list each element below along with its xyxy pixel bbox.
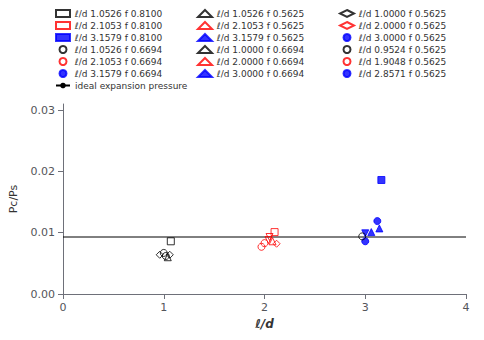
- svg-text:ℓ/d 1.0000 f 0.5625: ℓ/d 1.0000 f 0.5625: [358, 9, 446, 19]
- svg-text:0.02: 0.02: [31, 165, 56, 178]
- svg-text:ℓ/d 1.0526 f 0.6694: ℓ/d 1.0526 f 0.6694: [74, 45, 162, 55]
- svg-text:ℓ/d 3.1579 f 0.6694: ℓ/d 3.1579 f 0.6694: [74, 69, 162, 79]
- svg-text:ℓ/d 3.1579 f 0.5625: ℓ/d 3.1579 f 0.5625: [216, 33, 304, 43]
- svg-text:ℓ/d 2.1053 f 0.8100: ℓ/d 2.1053 f 0.8100: [74, 21, 162, 31]
- svg-text:ℓ/d: ℓ/d: [254, 317, 274, 331]
- svg-text:3: 3: [362, 301, 369, 314]
- svg-text:ℓ/d 2.0000 f 0.5625: ℓ/d 2.0000 f 0.5625: [358, 21, 446, 31]
- svg-text:1: 1: [160, 301, 167, 314]
- svg-text:ℓ/d 0.9524 f 0.5625: ℓ/d 0.9524 f 0.5625: [358, 45, 446, 55]
- svg-text:ℓ/d 2.0000 f 0.6694: ℓ/d 2.0000 f 0.6694: [216, 57, 304, 67]
- svg-text:0.00: 0.00: [31, 288, 56, 301]
- svg-text:ℓ/d 1.9048 f 0.5625: ℓ/d 1.9048 f 0.5625: [358, 57, 446, 67]
- svg-text:Pc/Ps: Pc/Ps: [7, 184, 20, 213]
- svg-text:ℓ/d 2.8571 f 0.5625: ℓ/d 2.8571 f 0.5625: [358, 69, 446, 79]
- svg-text:2: 2: [261, 301, 268, 314]
- svg-text:ℓ/d 3.0000 f 0.6694: ℓ/d 3.0000 f 0.6694: [216, 69, 304, 79]
- svg-text:ℓ/d 1.0000 f 0.6694: ℓ/d 1.0000 f 0.6694: [216, 45, 304, 55]
- svg-text:ℓ/d 1.0526 f 0.5625: ℓ/d 1.0526 f 0.5625: [216, 9, 304, 19]
- svg-text:0.03: 0.03: [31, 104, 56, 117]
- svg-text:ℓ/d 3.1579 f 0.8100: ℓ/d 3.1579 f 0.8100: [74, 33, 162, 43]
- svg-text:ℓ/d 2.1053 f 0.5625: ℓ/d 2.1053 f 0.5625: [216, 21, 304, 31]
- svg-text:0: 0: [60, 301, 67, 314]
- svg-text:ℓ/d 1.0526 f 0.8100: ℓ/d 1.0526 f 0.8100: [74, 9, 162, 19]
- svg-text:4: 4: [463, 301, 470, 314]
- svg-text:ideal expansion pressure: ideal expansion pressure: [75, 81, 188, 91]
- svg-text:ℓ/d 3.0000 f 0.5625: ℓ/d 3.0000 f 0.5625: [358, 33, 446, 43]
- svg-text:ℓ/d 2.1053 f 0.6694: ℓ/d 2.1053 f 0.6694: [74, 57, 162, 67]
- svg-text:0.01: 0.01: [31, 226, 56, 239]
